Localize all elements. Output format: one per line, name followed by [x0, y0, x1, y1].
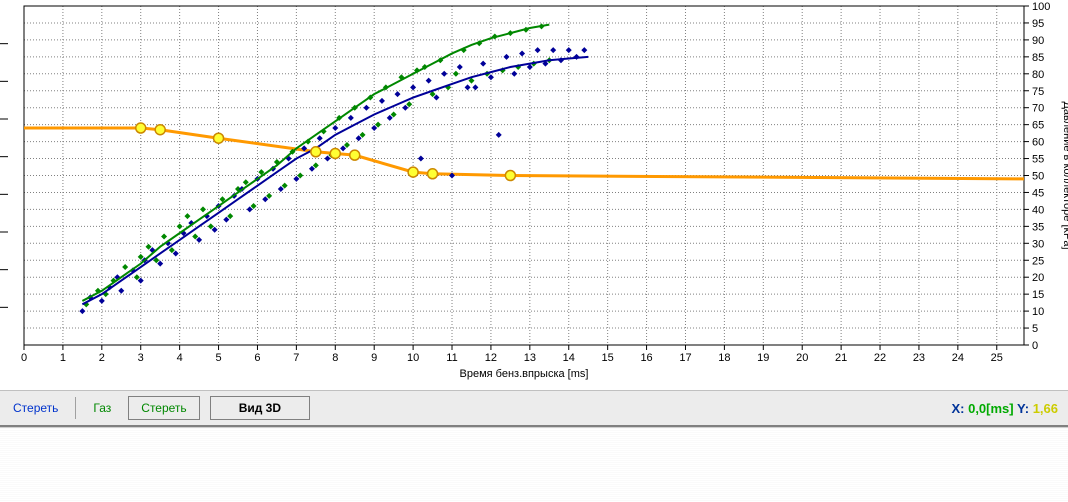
svg-text:21: 21	[835, 352, 847, 364]
readout-x-value: 0,0[ms]	[968, 401, 1014, 416]
svg-text:5: 5	[1032, 323, 1038, 335]
erase-button-1[interactable]: Стереть	[6, 396, 65, 420]
readout-x-label: X:	[951, 401, 964, 416]
svg-text:2: 2	[99, 352, 105, 364]
svg-text:11: 11	[446, 352, 457, 364]
svg-text:40: 40	[1032, 204, 1044, 216]
svg-text:70: 70	[1032, 103, 1044, 115]
svg-text:24: 24	[952, 352, 964, 364]
svg-text:20: 20	[796, 352, 808, 364]
svg-text:3: 3	[138, 352, 144, 364]
chart-svg: 0123456789101112131415161718192021222324…	[0, 0, 1068, 390]
svg-text:95: 95	[1032, 18, 1044, 30]
svg-text:22: 22	[874, 352, 886, 364]
readout-y-label: Y:	[1017, 401, 1029, 416]
lower-panel	[0, 425, 1068, 502]
svg-text:10: 10	[1032, 306, 1044, 318]
erase-button-2[interactable]: Стереть	[128, 396, 199, 420]
toolbar: Стереть Газ Стереть Вид 3D X: 0,0[ms] Y:…	[0, 390, 1068, 425]
svg-text:100: 100	[1032, 1, 1050, 13]
svg-text:16: 16	[640, 352, 652, 364]
svg-text:13: 13	[524, 352, 536, 364]
svg-text:90: 90	[1032, 35, 1044, 47]
svg-text:45: 45	[1032, 187, 1044, 199]
svg-text:15: 15	[602, 352, 614, 364]
lower-panel-inner	[0, 427, 1068, 502]
svg-text:17: 17	[679, 352, 691, 364]
svg-text:0: 0	[1032, 340, 1038, 352]
svg-text:25: 25	[1032, 255, 1044, 267]
svg-text:25: 25	[991, 352, 1003, 364]
svg-text:5: 5	[215, 352, 221, 364]
separator	[75, 397, 76, 419]
svg-text:75: 75	[1032, 86, 1044, 98]
view-3d-button[interactable]: Вид 3D	[210, 396, 310, 420]
svg-text:6: 6	[254, 352, 260, 364]
svg-text:80: 80	[1032, 69, 1044, 81]
svg-text:85: 85	[1032, 52, 1044, 64]
chart-area: 0123456789101112131415161718192021222324…	[0, 0, 1068, 390]
svg-text:Давление в коллекторе [kPa]: Давление в коллекторе [kPa]	[1061, 101, 1068, 249]
svg-text:30: 30	[1032, 238, 1044, 250]
svg-text:60: 60	[1032, 137, 1044, 149]
svg-text:23: 23	[913, 352, 925, 364]
svg-text:1: 1	[60, 352, 66, 364]
svg-text:0: 0	[21, 352, 27, 364]
svg-text:10: 10	[407, 352, 419, 364]
svg-text:4: 4	[177, 352, 183, 364]
svg-text:50: 50	[1032, 171, 1044, 183]
svg-text:9: 9	[371, 352, 377, 364]
svg-text:18: 18	[718, 352, 730, 364]
svg-text:15: 15	[1032, 289, 1044, 301]
svg-text:65: 65	[1032, 120, 1044, 132]
svg-text:55: 55	[1032, 154, 1044, 166]
svg-text:35: 35	[1032, 221, 1044, 233]
gas-label[interactable]: Газ	[86, 396, 118, 420]
svg-text:14: 14	[563, 352, 575, 364]
svg-text:19: 19	[757, 352, 769, 364]
coordinate-readout: X: 0,0[ms] Y: 1,66	[951, 401, 1062, 416]
svg-text:12: 12	[485, 352, 497, 364]
svg-text:Время бенз.впрыска [ms]: Время бенз.впрыска [ms]	[460, 368, 589, 380]
readout-y-value: 1,66	[1033, 401, 1058, 416]
svg-text:8: 8	[332, 352, 338, 364]
svg-text:20: 20	[1032, 272, 1044, 284]
svg-text:7: 7	[293, 352, 299, 364]
